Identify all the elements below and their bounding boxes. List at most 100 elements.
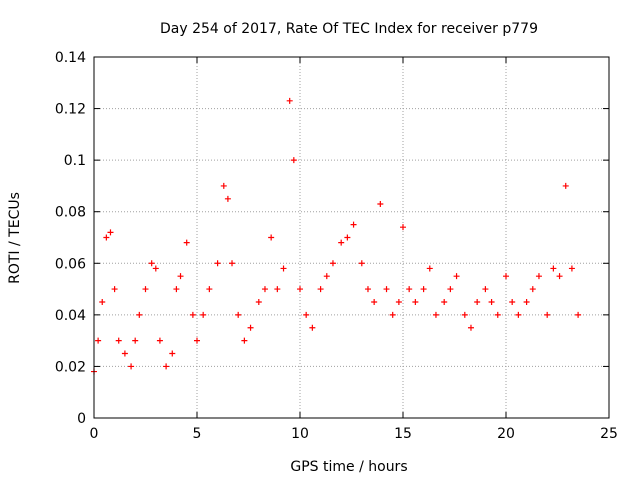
x-tick-label: 5	[193, 426, 202, 442]
x-tick-label: 10	[291, 426, 309, 442]
data-point	[453, 273, 460, 280]
data-point	[261, 286, 268, 293]
data-point	[297, 286, 303, 293]
data-point	[503, 273, 509, 280]
y-tick-label: 0.14	[55, 50, 86, 66]
data-point	[156, 337, 163, 344]
data-point	[220, 182, 227, 189]
data-point	[132, 337, 139, 344]
data-point	[107, 229, 114, 236]
data-point	[412, 298, 419, 305]
data-point	[286, 97, 293, 104]
data-point	[142, 286, 149, 293]
data-points	[91, 97, 582, 375]
y-tick-label: 0.02	[55, 359, 86, 375]
plot-frame	[93, 56, 610, 419]
data-point	[189, 311, 196, 318]
data-point	[426, 265, 433, 272]
data-point	[575, 311, 582, 318]
data-point	[136, 311, 143, 318]
data-point	[173, 286, 180, 293]
x-tick-label: 20	[497, 426, 515, 442]
data-point	[377, 200, 384, 207]
data-point	[152, 265, 159, 272]
data-point	[344, 234, 351, 241]
data-point	[562, 182, 569, 189]
data-point	[441, 298, 448, 305]
data-point	[467, 324, 474, 331]
data-point	[338, 239, 345, 246]
x-axis-label: GPS time / hours	[290, 459, 407, 475]
gridlines	[94, 57, 609, 418]
data-point	[395, 298, 402, 305]
data-point	[290, 157, 297, 164]
data-point	[523, 298, 530, 305]
data-point	[224, 195, 231, 202]
y-tick-label: 0.12	[55, 102, 86, 118]
data-point	[148, 260, 155, 267]
data-point	[229, 260, 236, 267]
data-point	[383, 286, 390, 293]
data-point	[255, 298, 262, 305]
data-point	[183, 239, 190, 246]
data-point	[364, 286, 371, 293]
data-point	[529, 286, 536, 293]
data-point	[121, 350, 128, 357]
data-point	[544, 311, 551, 318]
data-point	[350, 221, 357, 228]
data-point	[400, 224, 406, 231]
data-point	[515, 311, 522, 318]
data-point	[358, 260, 365, 267]
data-point	[556, 273, 563, 280]
y-tick-label: 0.08	[55, 205, 86, 221]
data-point	[95, 337, 102, 344]
data-point	[206, 286, 213, 293]
data-point	[214, 260, 221, 267]
data-point	[371, 298, 378, 305]
data-point	[535, 273, 542, 280]
data-point	[280, 265, 287, 272]
data-point	[420, 286, 427, 293]
data-point	[461, 311, 468, 318]
data-point	[309, 324, 316, 331]
data-point	[323, 273, 330, 280]
chart-title: Day 254 of 2017, Rate Of TEC Index for r…	[160, 21, 538, 37]
x-tick-label: 25	[600, 426, 618, 442]
y-axis-label: ROTI / TECUs	[7, 192, 23, 284]
data-point	[406, 286, 413, 293]
data-point	[200, 311, 207, 318]
data-point	[274, 286, 281, 293]
data-point	[103, 234, 110, 241]
y-tick-label: 0.04	[55, 308, 86, 324]
data-point	[111, 286, 118, 293]
data-point	[329, 260, 336, 267]
data-point	[247, 324, 254, 331]
data-point	[128, 363, 135, 370]
data-point	[317, 286, 324, 293]
x-tick-label: 0	[90, 426, 99, 442]
x-tick-label: 15	[394, 426, 412, 442]
data-point	[568, 265, 575, 272]
data-point	[169, 350, 176, 357]
axis-ticks: 0 5 10 15 20 25 0 0.02 0.04 0.06 0.08 0.1 0.12 0.14	[55, 50, 618, 442]
data-point	[494, 311, 501, 318]
data-point	[241, 337, 248, 344]
data-point	[235, 311, 242, 318]
data-point	[389, 311, 396, 318]
data-point	[303, 311, 310, 318]
data-point	[488, 298, 495, 305]
y-tick-label: 0	[77, 411, 86, 427]
data-point	[194, 337, 200, 344]
data-point	[447, 286, 454, 293]
data-point	[268, 234, 275, 241]
data-point	[474, 298, 481, 305]
y-tick-label: 0.1	[64, 153, 86, 169]
data-point	[115, 337, 122, 344]
data-point	[163, 363, 170, 370]
data-point	[550, 265, 557, 272]
data-point	[432, 311, 439, 318]
data-point	[509, 298, 516, 305]
data-point	[177, 273, 184, 280]
